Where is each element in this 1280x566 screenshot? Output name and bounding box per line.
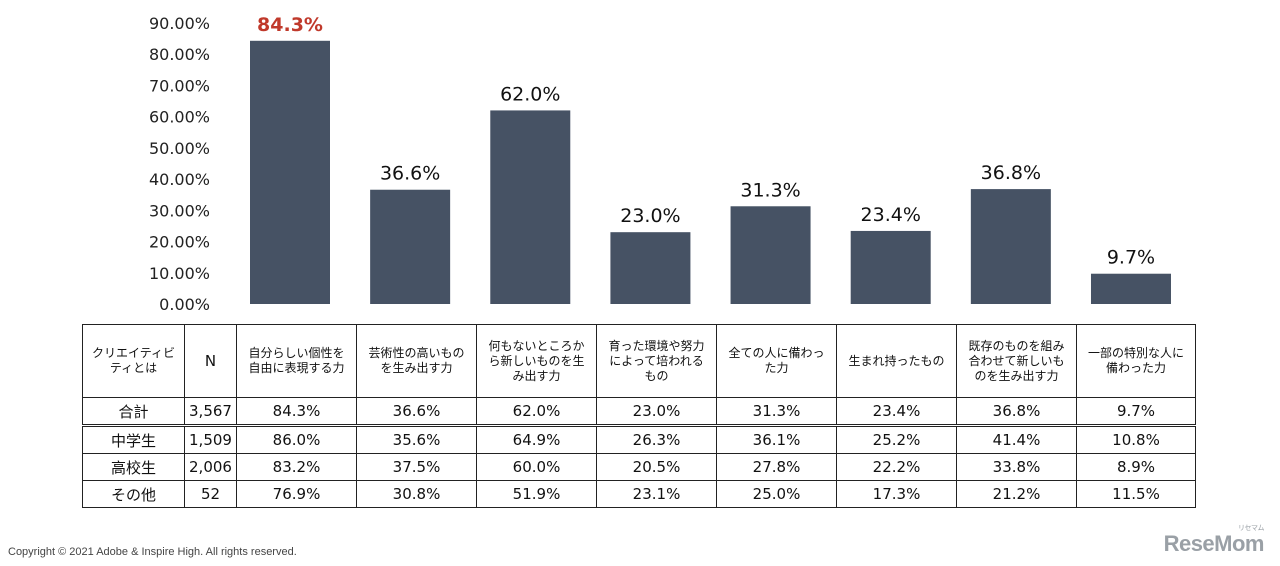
row-n: 2,006: [184, 453, 237, 481]
table-cell: 23.4%: [836, 397, 957, 427]
column-header: 育った環境や努力 によって培われる もの: [596, 324, 717, 398]
resemom-logo: ReseMom リセマム: [1163, 525, 1265, 557]
table-cell: 9.7%: [1076, 397, 1196, 427]
bar: [1090, 273, 1171, 304]
table-row: 中学生 1,509 86.0% 35.6% 64.9% 26.3% 36.1% 25.2% 41…: [82, 425, 1196, 454]
table-cell: 21.2%: [956, 480, 1077, 508]
y-tick-label: 40.00%: [149, 170, 210, 189]
row-label: 高校生: [82, 453, 185, 481]
bar: [250, 40, 330, 305]
row-label: 合計: [82, 397, 185, 427]
table-cell: 37.5%: [356, 453, 477, 481]
table-cell: 76.9%: [236, 480, 357, 508]
column-header: 芸術性の高いもの を生み出す力: [356, 324, 477, 398]
bar: [370, 189, 451, 304]
table-cell: 22.2%: [836, 453, 957, 481]
column-header: 既存のものを組み 合わせて新しいも のを生み出す力: [956, 324, 1077, 398]
y-tick-label: 90.00%: [149, 14, 210, 33]
table-cell: 25.2%: [836, 425, 957, 454]
y-tick-label: 10.00%: [149, 264, 210, 283]
bar-value-label: 9.7%: [1107, 247, 1155, 269]
table-cell: 27.8%: [716, 453, 837, 481]
bar-value-label: 62.0%: [500, 83, 560, 105]
column-header: 何もないところか ら新しいものを生 み出す力: [476, 324, 597, 398]
table-cell: 23.1%: [596, 480, 717, 508]
column-header: 全ての人に備わっ た力: [716, 324, 837, 398]
y-tick-label: 50.00%: [149, 139, 210, 158]
data-table: クリエイティビ ティとは N 自分らしい個性を 自由に表現する力 芸術性の高いもの を生み出…: [82, 324, 1196, 508]
column-header: 生まれ持ったもの: [836, 324, 957, 398]
logo-subtext: リセマム: [1238, 525, 1265, 532]
table-cell: 64.9%: [476, 425, 597, 454]
table-n-header: N: [184, 324, 237, 398]
table-cell: 25.0%: [716, 480, 837, 508]
row-n: 3,567: [184, 397, 237, 427]
table-cell: 26.3%: [596, 425, 717, 454]
bar-value-label: 23.4%: [861, 204, 921, 226]
table-cell: 62.0%: [476, 397, 597, 427]
y-tick-label: 20.00%: [149, 233, 210, 252]
table-row: 高校生 2,006 83.2% 37.5% 60.0% 20.5% 27.8% 22.2% 33…: [82, 453, 1196, 481]
table-cell: 36.8%: [956, 397, 1077, 427]
table-cell: 20.5%: [596, 453, 717, 481]
table-cell: 51.9%: [476, 480, 597, 508]
table-cell: 84.3%: [236, 397, 357, 427]
bar: [730, 206, 811, 304]
row-label: その他: [82, 480, 185, 508]
bar-value-label: 84.3%: [257, 14, 323, 36]
bar-value-label: 36.6%: [380, 163, 440, 185]
table-cell: 36.6%: [356, 397, 477, 427]
table-cell: 33.8%: [956, 453, 1077, 481]
table-cell: 11.5%: [1076, 480, 1196, 508]
table-cell: 36.1%: [716, 425, 837, 454]
bar-value-label: 23.0%: [620, 205, 680, 227]
table-row: 合計 3,567 84.3% 36.6% 62.0% 23.0% 31.3% 23.4% 36.…: [82, 397, 1196, 427]
table-cell: 23.0%: [596, 397, 717, 427]
table-cell: 60.0%: [476, 453, 597, 481]
bar-chart: 0.00% 10.00% 20.00% 30.00% 40.00% 50.00% 60.00…: [149, 14, 1171, 314]
column-header: 自分らしい個性を 自由に表現する力: [236, 324, 357, 398]
table-row: その他 52 76.9% 30.8% 51.9% 23.1% 25.0% 17.3% 21.2%…: [82, 480, 1196, 508]
table-cell: 41.4%: [956, 425, 1077, 454]
bar: [850, 230, 931, 304]
table-cell: 86.0%: [236, 425, 357, 454]
table-cell: 17.3%: [836, 480, 957, 508]
y-tick-label: 80.00%: [149, 45, 210, 64]
bar-value-label: 36.8%: [981, 162, 1041, 184]
row-n: 52: [184, 480, 237, 508]
table-cell: 35.6%: [356, 425, 477, 454]
bar-value-label: 31.3%: [740, 179, 800, 201]
logo-text: ReseMom: [1163, 531, 1265, 556]
table-cell: 8.9%: [1076, 453, 1196, 481]
row-n: 1,509: [184, 425, 237, 454]
y-tick-label: 60.00%: [149, 108, 210, 127]
table-corner-header: クリエイティビ ティとは: [82, 324, 185, 398]
bar: [610, 232, 691, 304]
y-tick-label: 30.00%: [149, 201, 210, 220]
bar: [490, 110, 571, 304]
bar: [970, 189, 1051, 304]
copyright-text: Copyright © 2021 Adobe & Inspire High. A…: [8, 546, 297, 558]
column-header: 一部の特別な人に 備わった力: [1076, 324, 1196, 398]
table-cell: 30.8%: [356, 480, 477, 508]
table-cell: 31.3%: [716, 397, 837, 427]
y-tick-label: 0.00%: [159, 295, 210, 314]
table-cell: 83.2%: [236, 453, 357, 481]
y-tick-label: 70.00%: [149, 76, 210, 95]
row-label: 中学生: [82, 425, 185, 454]
table-cell: 10.8%: [1076, 425, 1196, 454]
